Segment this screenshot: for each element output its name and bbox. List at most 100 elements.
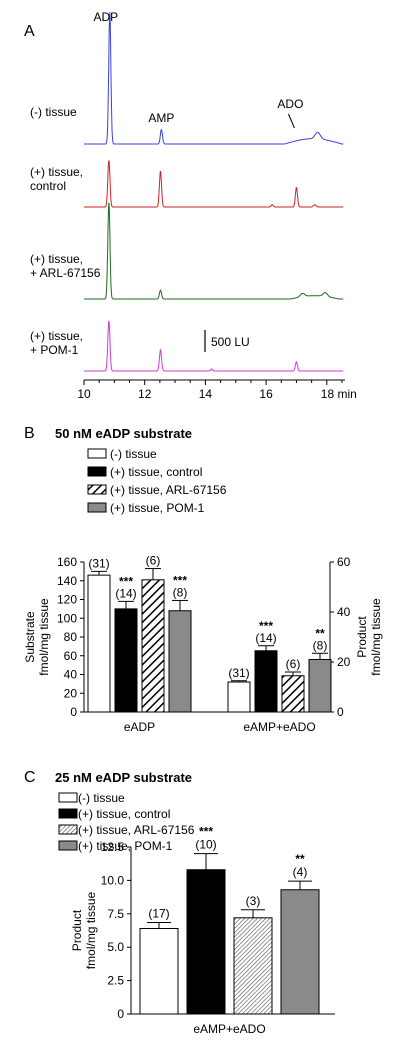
legend-swatch: [87, 484, 107, 495]
y-axis-title-left: fmol/mg tissue: [37, 598, 51, 676]
peak-label: ADP: [93, 10, 118, 24]
x-tick-label: 14: [199, 387, 213, 401]
bar: [308, 659, 332, 713]
legend-label: (-) tissue: [110, 447, 157, 461]
y-tick-label-left: 120: [57, 593, 77, 607]
legend-label: (+) tissue, ARL-67156: [110, 483, 227, 497]
y-axis-title-right: fmol/mg tissue: [369, 598, 383, 676]
y-tick-label-left: 40: [64, 668, 78, 682]
significance-label: ***: [173, 573, 187, 587]
significance-label: ***: [199, 825, 213, 839]
bar: [233, 917, 273, 1015]
panel-label-a: A: [24, 23, 35, 40]
bar: [87, 574, 111, 713]
y-tick-label: 7.5: [107, 907, 124, 921]
peak-label: ADO: [277, 97, 303, 111]
trace-label: (+) tissue,: [30, 165, 83, 179]
bar: [114, 608, 138, 713]
trace-label: control: [30, 179, 66, 193]
y-tick-label-left: 20: [64, 686, 78, 700]
bar: [227, 681, 251, 713]
n-label: (3): [246, 894, 261, 908]
y-axis-title: Product: [70, 909, 84, 951]
legend-label: (+) tissue, ARL-67156: [78, 823, 195, 837]
legend-swatch: [87, 466, 107, 477]
n-label: (10): [195, 838, 216, 852]
n-label: (6): [286, 657, 301, 671]
legend-label: (+) tissue, control: [110, 465, 202, 479]
trace-line: [84, 202, 344, 300]
bar: [281, 675, 305, 713]
significance-label: ***: [119, 574, 133, 588]
y-tick-label: 10.0: [101, 873, 125, 887]
y-axis-title-right: Product: [355, 616, 369, 658]
significance-label: ***: [259, 619, 273, 633]
x-tick-label: 12: [138, 387, 152, 401]
trace-label: (-) tissue: [30, 105, 77, 119]
n-label: (31): [228, 666, 249, 680]
n-label: (4): [293, 865, 308, 879]
bar: [186, 869, 226, 1015]
bar: [139, 927, 179, 1015]
panel-c-bar-chart: C 25 nM eADP substrate (-) tissue (+) tissu…: [24, 769, 335, 1036]
scale-bar-label: 500 LU: [211, 335, 250, 349]
bar: [280, 889, 320, 1015]
legend-label: (+) tissue, POM-1: [110, 501, 205, 515]
y-tick-label-left: 80: [64, 630, 78, 644]
y-tick-label-right: 20: [337, 655, 351, 669]
legend-label: (+) tissue, control: [78, 807, 170, 821]
legend-swatch: [87, 448, 107, 459]
trace-line: [84, 160, 344, 208]
chart-title: 50 nM eADP substrate: [55, 426, 192, 441]
y-tick-label: 12.5: [101, 840, 125, 854]
y-tick-label: 2.5: [107, 974, 124, 988]
legend-label: (-) tissue: [78, 791, 125, 805]
peak-pointer: [287, 113, 295, 129]
panel-label-c: C: [24, 769, 36, 786]
n-label: (17): [148, 906, 169, 920]
n-label: (8): [313, 638, 328, 652]
trace-label: (+) tissue,: [30, 252, 83, 266]
legend-swatch: [58, 824, 78, 835]
y-tick-label-left: 60: [64, 649, 78, 663]
trace-label: + ARL-67156: [30, 266, 101, 280]
peak-label: AMP: [148, 111, 174, 125]
y-tick-label-right: 0: [337, 705, 344, 719]
y-axis-title: fmol/mg tissue: [84, 891, 98, 969]
n-label: (31): [88, 556, 109, 570]
x-tick-label: 16: [259, 387, 273, 401]
trace-line: [84, 12, 344, 145]
y-tick-label-left: 140: [57, 574, 77, 588]
legend-label: (+) tissue, POM-1: [78, 839, 173, 853]
x-tick-label: 10: [77, 387, 91, 401]
significance-label: **: [295, 852, 305, 866]
n-label: (8): [173, 585, 188, 599]
category-label: eAMP+eADO: [193, 1022, 265, 1036]
trace-label: (+) tissue,: [30, 329, 83, 343]
category-label: eAMP+eADO: [243, 720, 315, 734]
n-label: (14): [115, 586, 136, 600]
y-tick-label-left: 160: [57, 555, 77, 569]
y-tick-label-right: 40: [337, 605, 351, 619]
panel-a-chromatograms: A(-) tissue(+) tissue,control(+) tissue,…: [24, 10, 357, 401]
y-tick-label-right: 60: [337, 555, 351, 569]
category-label: eADP: [124, 720, 155, 734]
bar: [254, 650, 278, 713]
panel-b-bar-chart: B 50 nM eADP substrate (-) tissue (+) tissu…: [23, 425, 383, 734]
trace-label: + POM-1: [30, 343, 79, 357]
y-tick-label: 5.0: [107, 940, 124, 954]
y-axis-title-left: Substrate: [23, 611, 37, 663]
bar: [141, 579, 165, 713]
legend-swatch: [58, 840, 78, 851]
trace-line: [84, 320, 344, 372]
significance-label: **: [315, 626, 325, 640]
y-tick-label-left: 100: [57, 611, 77, 625]
n-label: (14): [255, 631, 276, 645]
chart-title: 25 nM eADP substrate: [55, 770, 192, 785]
legend-swatch: [87, 502, 107, 513]
x-tick-label: 18 min: [321, 387, 357, 401]
legend-swatch: [58, 792, 78, 803]
bar: [168, 610, 192, 713]
legend-swatch: [58, 808, 78, 819]
